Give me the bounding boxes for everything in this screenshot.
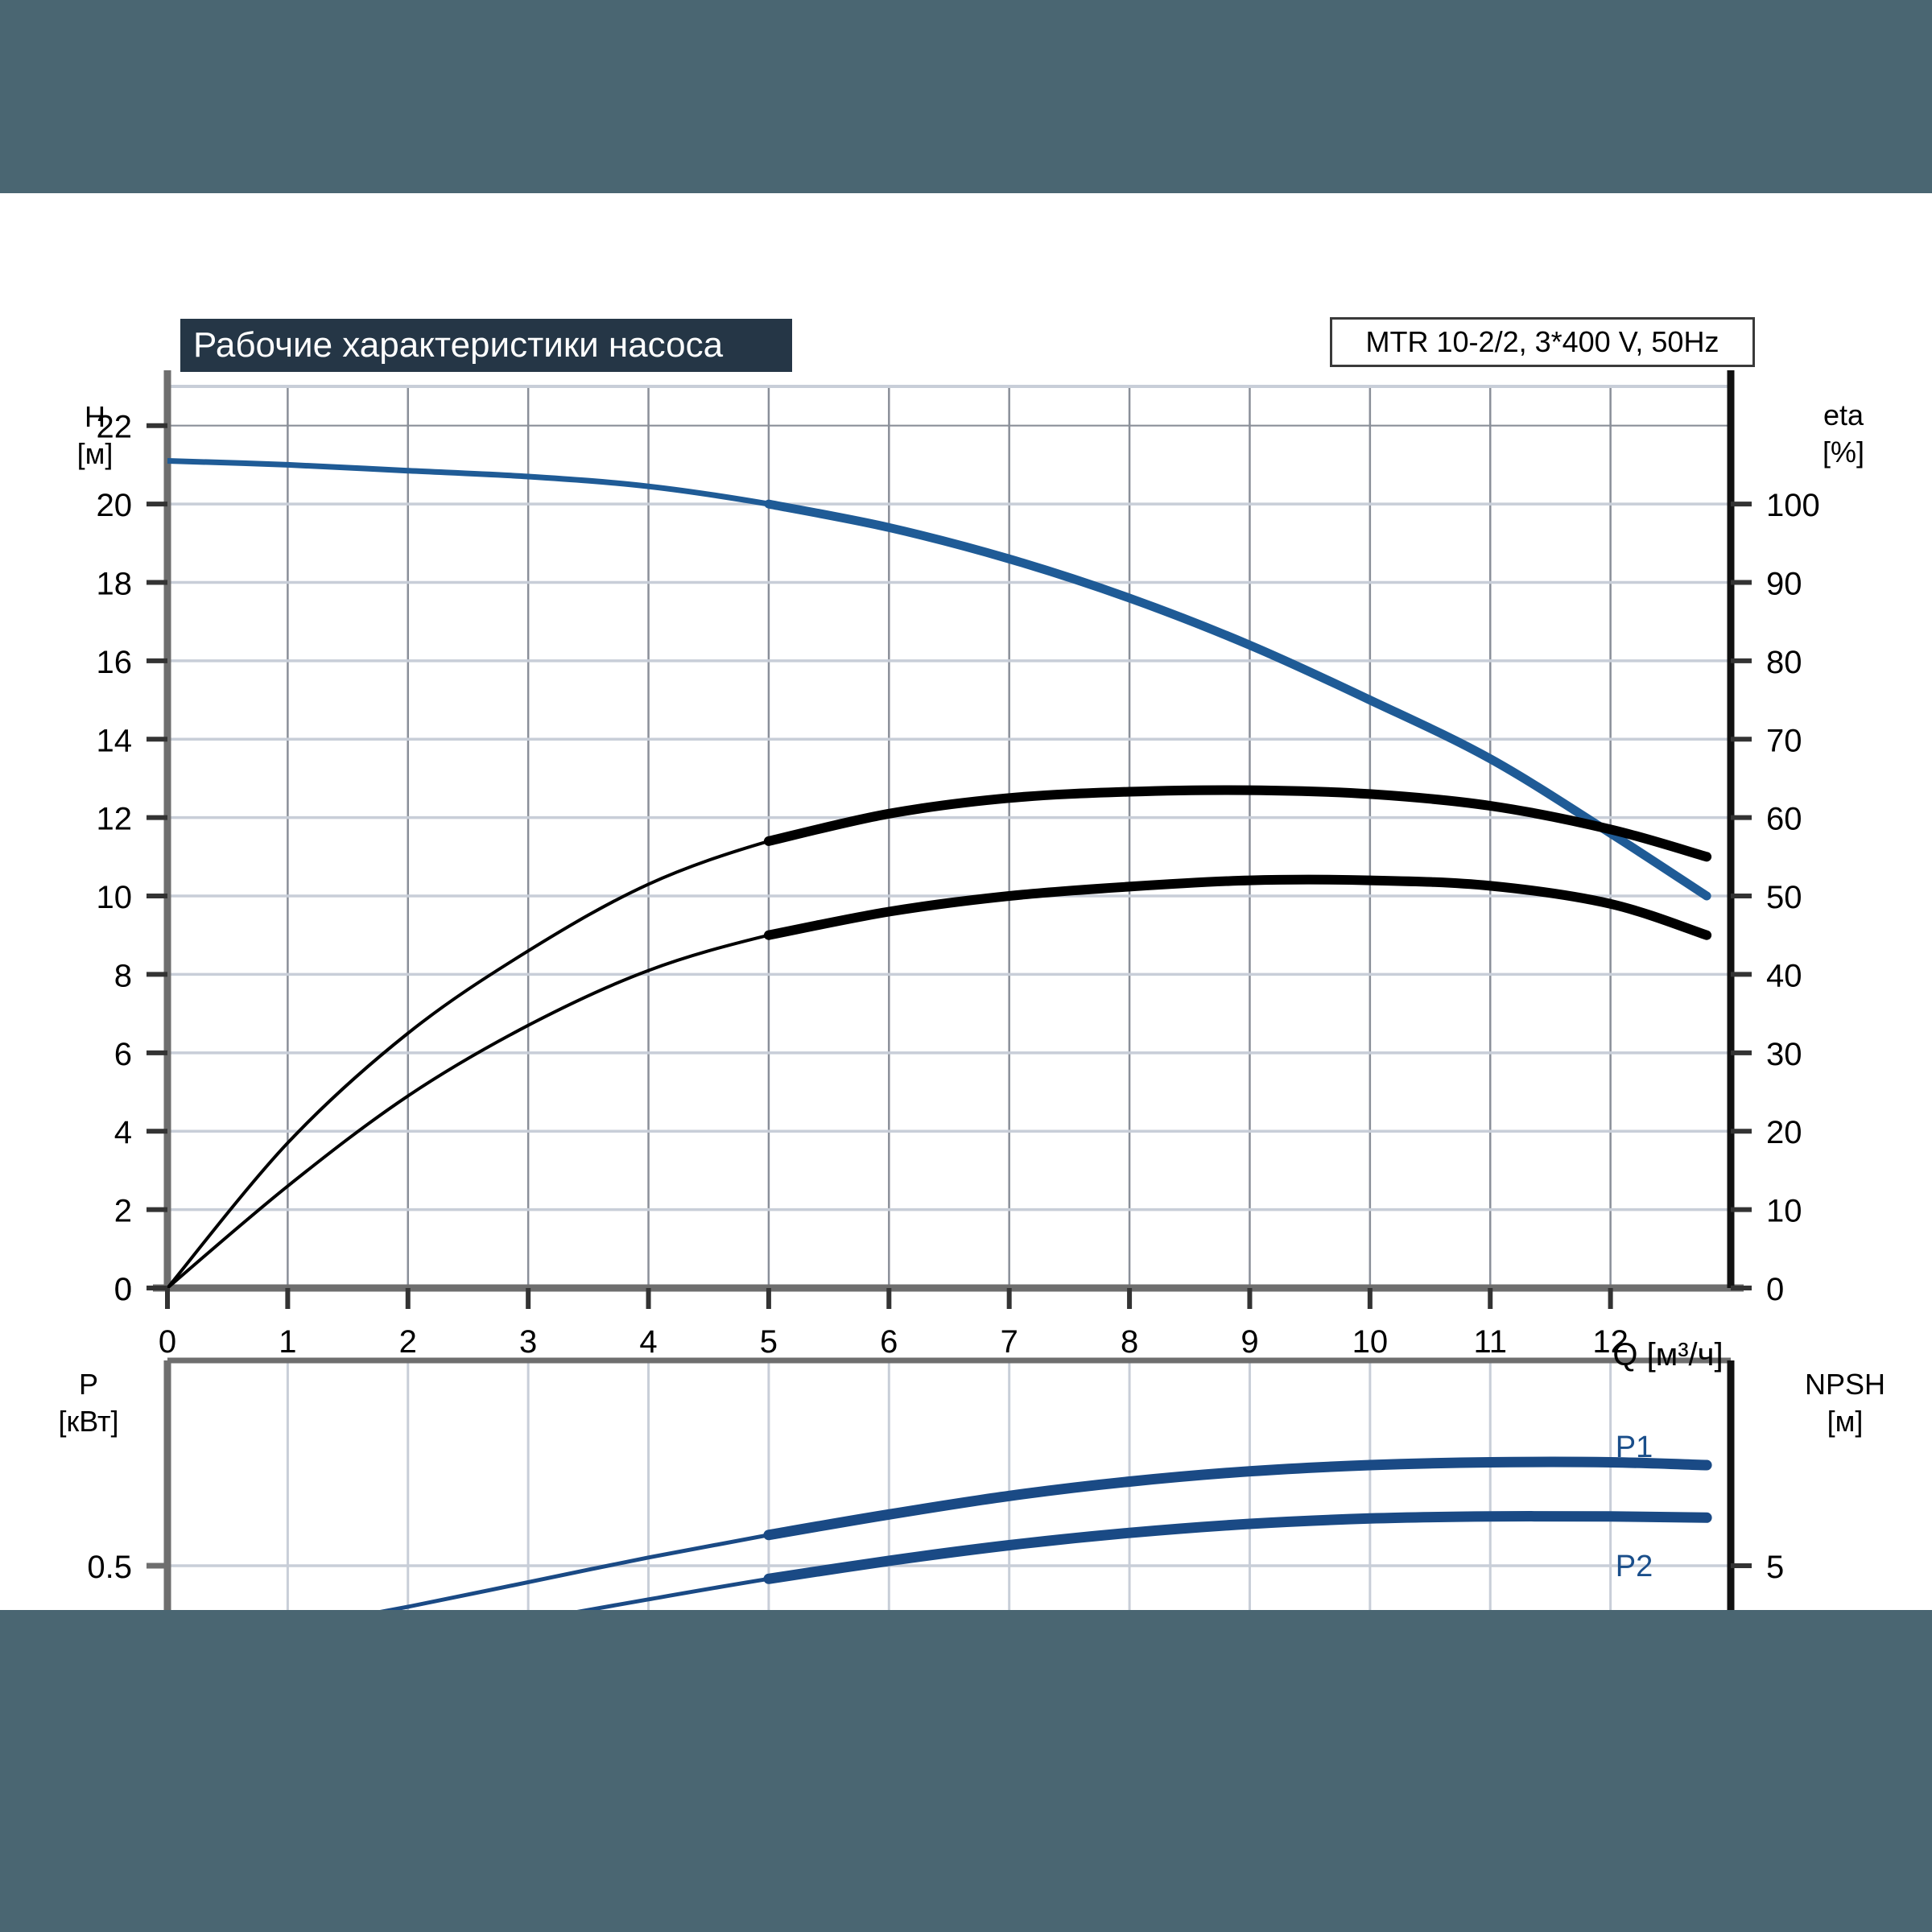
p1-series-label: P1	[1616, 1430, 1653, 1464]
svg-text:6: 6	[114, 1037, 132, 1072]
pump-curve-sheet: Рабочие характеристики насоса MTR 10-2/2…	[0, 0, 1932, 1932]
h-axis-unit: [м]	[77, 437, 114, 470]
svg-text:6: 6	[880, 1324, 898, 1360]
svg-text:16: 16	[97, 645, 133, 680]
eta-axis-unit: [%]	[1823, 436, 1864, 469]
svg-text:40: 40	[1766, 958, 1802, 993]
svg-text:70: 70	[1766, 723, 1802, 758]
svg-text:9: 9	[1241, 1324, 1258, 1360]
svg-text:1: 1	[279, 1324, 296, 1360]
q-axis-label: Q [м³/ч]	[1612, 1337, 1723, 1373]
svg-text:12: 12	[97, 802, 133, 837]
svg-text:8: 8	[114, 958, 132, 993]
chart-sheet: Рабочие характеристики насоса MTR 10-2/2…	[0, 193, 1932, 1610]
svg-text:30: 30	[1766, 1037, 1802, 1072]
p-axis-unit: [кВт]	[58, 1405, 118, 1438]
svg-text:10: 10	[1766, 1194, 1802, 1229]
svg-text:4: 4	[639, 1324, 657, 1360]
lower-grid	[167, 1360, 1731, 1610]
svg-text:18: 18	[97, 566, 133, 601]
upper-grid	[167, 386, 1731, 1288]
svg-text:5: 5	[760, 1324, 778, 1360]
npsh-axis-label: NPSH	[1805, 1368, 1885, 1401]
upper-tick-labels: 0246810121416182022010203040506070809010…	[97, 410, 1820, 1360]
lower-axes	[147, 1360, 1752, 1610]
svg-text:4: 4	[114, 1115, 132, 1150]
svg-text:11: 11	[1473, 1324, 1507, 1360]
svg-text:20: 20	[97, 488, 133, 523]
lower-curves	[167, 1462, 1707, 1610]
top-background-band	[0, 0, 1932, 193]
svg-text:5: 5	[1766, 1550, 1784, 1585]
svg-text:10: 10	[1352, 1324, 1389, 1360]
upper-curves	[167, 461, 1707, 1289]
svg-text:100: 100	[1766, 488, 1820, 523]
p2-series-label: P2	[1616, 1550, 1653, 1583]
svg-text:90: 90	[1766, 566, 1802, 601]
eta-axis-label: eta	[1823, 398, 1864, 431]
svg-text:20: 20	[1766, 1115, 1802, 1150]
h-axis-label: H	[85, 400, 105, 433]
svg-text:50: 50	[1766, 880, 1802, 915]
svg-text:0: 0	[159, 1324, 176, 1360]
svg-text:14: 14	[97, 723, 133, 758]
svg-text:60: 60	[1766, 802, 1802, 837]
svg-text:7: 7	[1001, 1324, 1018, 1360]
svg-text:0.5: 0.5	[87, 1550, 132, 1585]
svg-text:2: 2	[399, 1324, 417, 1360]
pump-curves-svg: 0246810121416182022010203040506070809010…	[0, 193, 1932, 1610]
svg-text:10: 10	[97, 880, 133, 915]
svg-text:8: 8	[1121, 1324, 1138, 1360]
svg-text:2: 2	[114, 1194, 132, 1229]
svg-text:80: 80	[1766, 645, 1802, 680]
npsh-axis-unit: [м]	[1827, 1405, 1864, 1438]
p-axis-label: P	[79, 1368, 98, 1401]
bottom-background-band	[0, 1610, 1932, 1932]
svg-text:0: 0	[1766, 1272, 1784, 1307]
svg-text:3: 3	[519, 1324, 537, 1360]
svg-text:0: 0	[114, 1272, 132, 1307]
upper-axes	[147, 370, 1752, 1309]
